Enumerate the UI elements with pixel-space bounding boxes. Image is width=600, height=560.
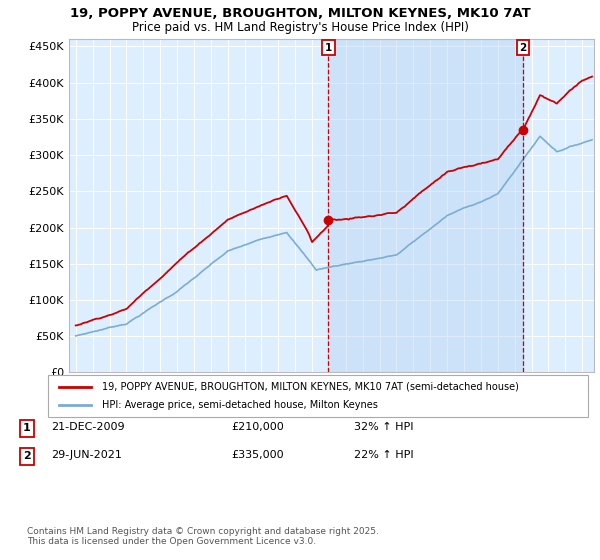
Text: 29-JUN-2021: 29-JUN-2021 — [51, 450, 122, 460]
Text: HPI: Average price, semi-detached house, Milton Keynes: HPI: Average price, semi-detached house,… — [102, 400, 378, 410]
Text: 19, POPPY AVENUE, BROUGHTON, MILTON KEYNES, MK10 7AT (semi-detached house): 19, POPPY AVENUE, BROUGHTON, MILTON KEYN… — [102, 382, 519, 392]
FancyBboxPatch shape — [48, 375, 588, 417]
Text: 2: 2 — [23, 451, 31, 461]
Text: 1: 1 — [23, 423, 31, 433]
Text: £335,000: £335,000 — [231, 450, 284, 460]
Text: Price paid vs. HM Land Registry's House Price Index (HPI): Price paid vs. HM Land Registry's House … — [131, 21, 469, 34]
Bar — [328, 39, 523, 372]
Text: 19, POPPY AVENUE, BROUGHTON, MILTON KEYNES, MK10 7AT: 19, POPPY AVENUE, BROUGHTON, MILTON KEYN… — [70, 7, 530, 20]
Text: £210,000: £210,000 — [231, 422, 284, 432]
Text: 1: 1 — [325, 43, 332, 53]
Text: 21-DEC-2009: 21-DEC-2009 — [51, 422, 125, 432]
Text: 22% ↑ HPI: 22% ↑ HPI — [354, 450, 413, 460]
Text: 2: 2 — [520, 43, 527, 53]
Text: 32% ↑ HPI: 32% ↑ HPI — [354, 422, 413, 432]
Text: Contains HM Land Registry data © Crown copyright and database right 2025.
This d: Contains HM Land Registry data © Crown c… — [27, 526, 379, 546]
